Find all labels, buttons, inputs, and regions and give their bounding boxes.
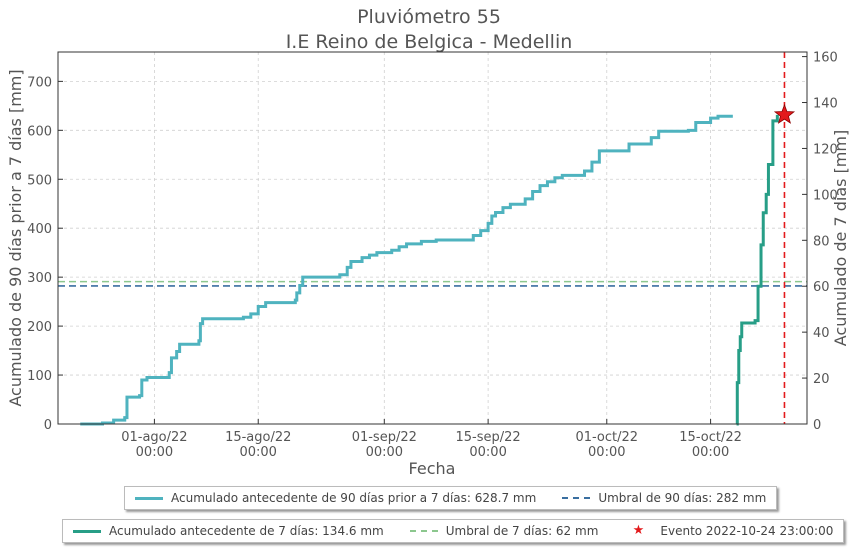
legend-label: Evento 2022-10-24 23:00:00 (660, 524, 834, 538)
legend-item: Umbral de 90 días: 282 mm (562, 491, 766, 505)
y-tick-label-left: 300 (27, 271, 52, 286)
y-tick-label-right: 100 (813, 188, 838, 203)
legend-top: Acumulado antecedente de 90 días prior a… (124, 486, 778, 510)
y-tick-label-right: 80 (813, 234, 830, 249)
x-axis-label: Fecha (409, 459, 456, 478)
x-tick-label-time: 00:00 (692, 445, 729, 460)
legend-label: Umbral de 7 días: 62 mm (445, 524, 599, 538)
x-tick-label-time: 00:00 (239, 445, 276, 460)
legend-label: Umbral de 90 días: 282 mm (598, 491, 767, 505)
chart-subtitle: I.E Reino de Belgica - Medellin (286, 31, 573, 53)
legend-item: Acumulado antecedente de 7 días: 134.6 m… (73, 524, 384, 538)
series-lines (80, 114, 779, 426)
series-line (80, 114, 733, 426)
legend-label: Acumulado antecedente de 7 días: 134.6 m… (109, 524, 384, 538)
y-tick-label-right: 60 (813, 280, 830, 295)
chart-svg: Pluviómetro 55 I.E Reino de Belgica - Me… (6, 6, 850, 478)
y-tick-label-left: 500 (27, 173, 52, 188)
legend-item: Umbral de 7 días: 62 mm (409, 524, 599, 538)
x-tick-label: 01-oct/22 (575, 430, 638, 445)
x-tick-label-time: 00:00 (469, 445, 506, 460)
y-tick-label-left: 600 (27, 124, 52, 139)
legend-swatch (135, 496, 163, 500)
threshold-lines (58, 280, 807, 287)
x-tick-label: 15-sep/22 (456, 430, 521, 445)
legend-swatch (73, 529, 101, 533)
y-tick-label-left: 100 (27, 369, 52, 384)
y-tick-label-left: 200 (27, 320, 52, 335)
legend-bottom: Acumulado antecedente de 7 días: 134.6 m… (62, 519, 845, 543)
y-axis-label-left: Acumulado de 90 días prior a 7 días [mm] (6, 69, 25, 406)
event-star-marker (773, 103, 796, 124)
legend-item: ★ Evento 2022-10-24 23:00:00 (624, 523, 834, 538)
y-tick-label-left: 400 (27, 222, 52, 237)
x-tick-label-time: 00:00 (136, 445, 173, 460)
chart-title: Pluviómetro 55 (357, 6, 501, 28)
y-tick-label-right: 0 (813, 418, 821, 433)
y-axis-label-right: Acumulado de 7 días [mm] (831, 130, 850, 346)
x-tick-label: 15-oct/22 (679, 430, 742, 445)
legend-swatch (562, 497, 591, 499)
axis-ticks: 0 100 200 300 400 500 600 700 0 20 40 60 80 100 120 140… (27, 51, 838, 460)
legend-label: Acumulado antecedente de 90 días prior a… (171, 491, 537, 505)
legend-swatch (409, 530, 438, 532)
x-tick-label-time: 00:00 (366, 445, 403, 460)
y-tick-label-right: 20 (813, 372, 830, 387)
plot-frame (57, 51, 808, 425)
y-tick-label-right: 140 (813, 97, 838, 112)
y-tick-label-right: 120 (813, 142, 838, 157)
x-tick-label: 01-ago/22 (121, 430, 187, 445)
legend-swatch-star-icon: ★ (632, 523, 645, 538)
y-tick-label-left: 700 (27, 75, 52, 90)
x-tick-label-time: 00:00 (588, 445, 625, 460)
x-tick-label: 01-sep/22 (352, 430, 417, 445)
y-tick-label-right: 40 (813, 326, 830, 341)
legend-item: Acumulado antecedente de 90 días prior a… (135, 491, 536, 505)
x-tick-label: 15-ago/22 (225, 430, 291, 445)
y-tick-label-left: 0 (44, 418, 52, 433)
event-markers (773, 52, 796, 424)
y-tick-label-right: 160 (813, 51, 838, 66)
series-line (735, 114, 779, 426)
